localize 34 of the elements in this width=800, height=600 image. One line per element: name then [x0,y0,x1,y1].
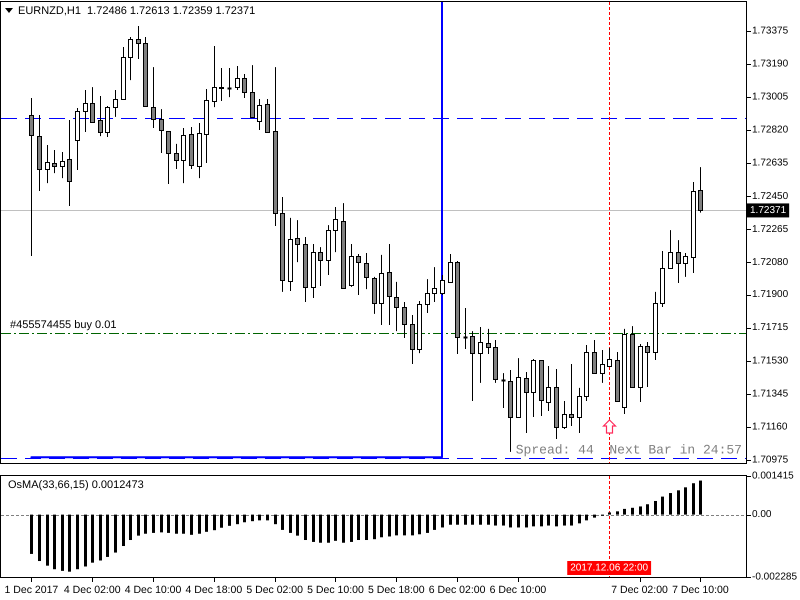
y-tick-label: 1.72635 [752,158,789,169]
y-tick-label: 1.71715 [752,322,789,334]
x-tick-label: 5 Dec 02:00 [246,584,304,596]
ref-line-label: 1.72371 [750,204,787,216]
x-tick-label: 1 Dec 2017 [4,584,58,596]
chart-title: OsMA(33,66,15) 0.0012473 [8,479,144,491]
y-tick-label: 1.73375 [752,25,789,36]
x-tick-label: 5 Dec 10:00 [307,584,364,596]
y-tick-label: 1.70975 [752,454,789,466]
y-tick-label: 1.72265 [752,224,789,235]
chart-title: EURNZD,H1 1.72486 1.72613 1.72359 1.72371 [18,5,256,17]
x-tick-label: 4 Dec 18:00 [186,584,242,596]
y-tick-label: 1.72080 [752,256,789,268]
y-tick-label: 0.00 [752,509,772,520]
y-tick-label: 0.001415 [752,470,794,482]
x-tick-label: 7 Dec 10:00 [672,584,729,596]
x-tick-label: 5 Dec 18:00 [368,584,425,596]
y-tick-label: 1.71900 [752,289,789,300]
y-tick-label: 1.73190 [752,58,789,70]
annotation: Spread: 44 Next Bar in 24:57 [516,442,742,458]
x-tick-label: 4 Dec 02:00 [64,584,121,596]
y-tick-label: 1.71160 [752,421,788,432]
x-tick-label: 6 Dec 10:00 [490,584,546,596]
y-tick-label: 1.71530 [752,355,789,366]
x-tick-label: 7 Dec 02:00 [611,584,668,596]
y-tick-label: 1.72450 [752,190,789,202]
y-tick-label: 1.72820 [752,124,789,136]
x-tick-label: 4 Dec 10:00 [124,584,182,596]
y-tick-label: 1.71345 [752,388,789,400]
ref-line-label: #455574455 buy 0.01 [10,319,116,332]
x-tick-label: 2017.12.06 22:00 [570,562,649,574]
y-tick-label: 1.73005 [752,92,789,103]
x-tick-label: 6 Dec 02:00 [428,584,486,596]
y-tick-label: -0.002285 [752,572,798,582]
